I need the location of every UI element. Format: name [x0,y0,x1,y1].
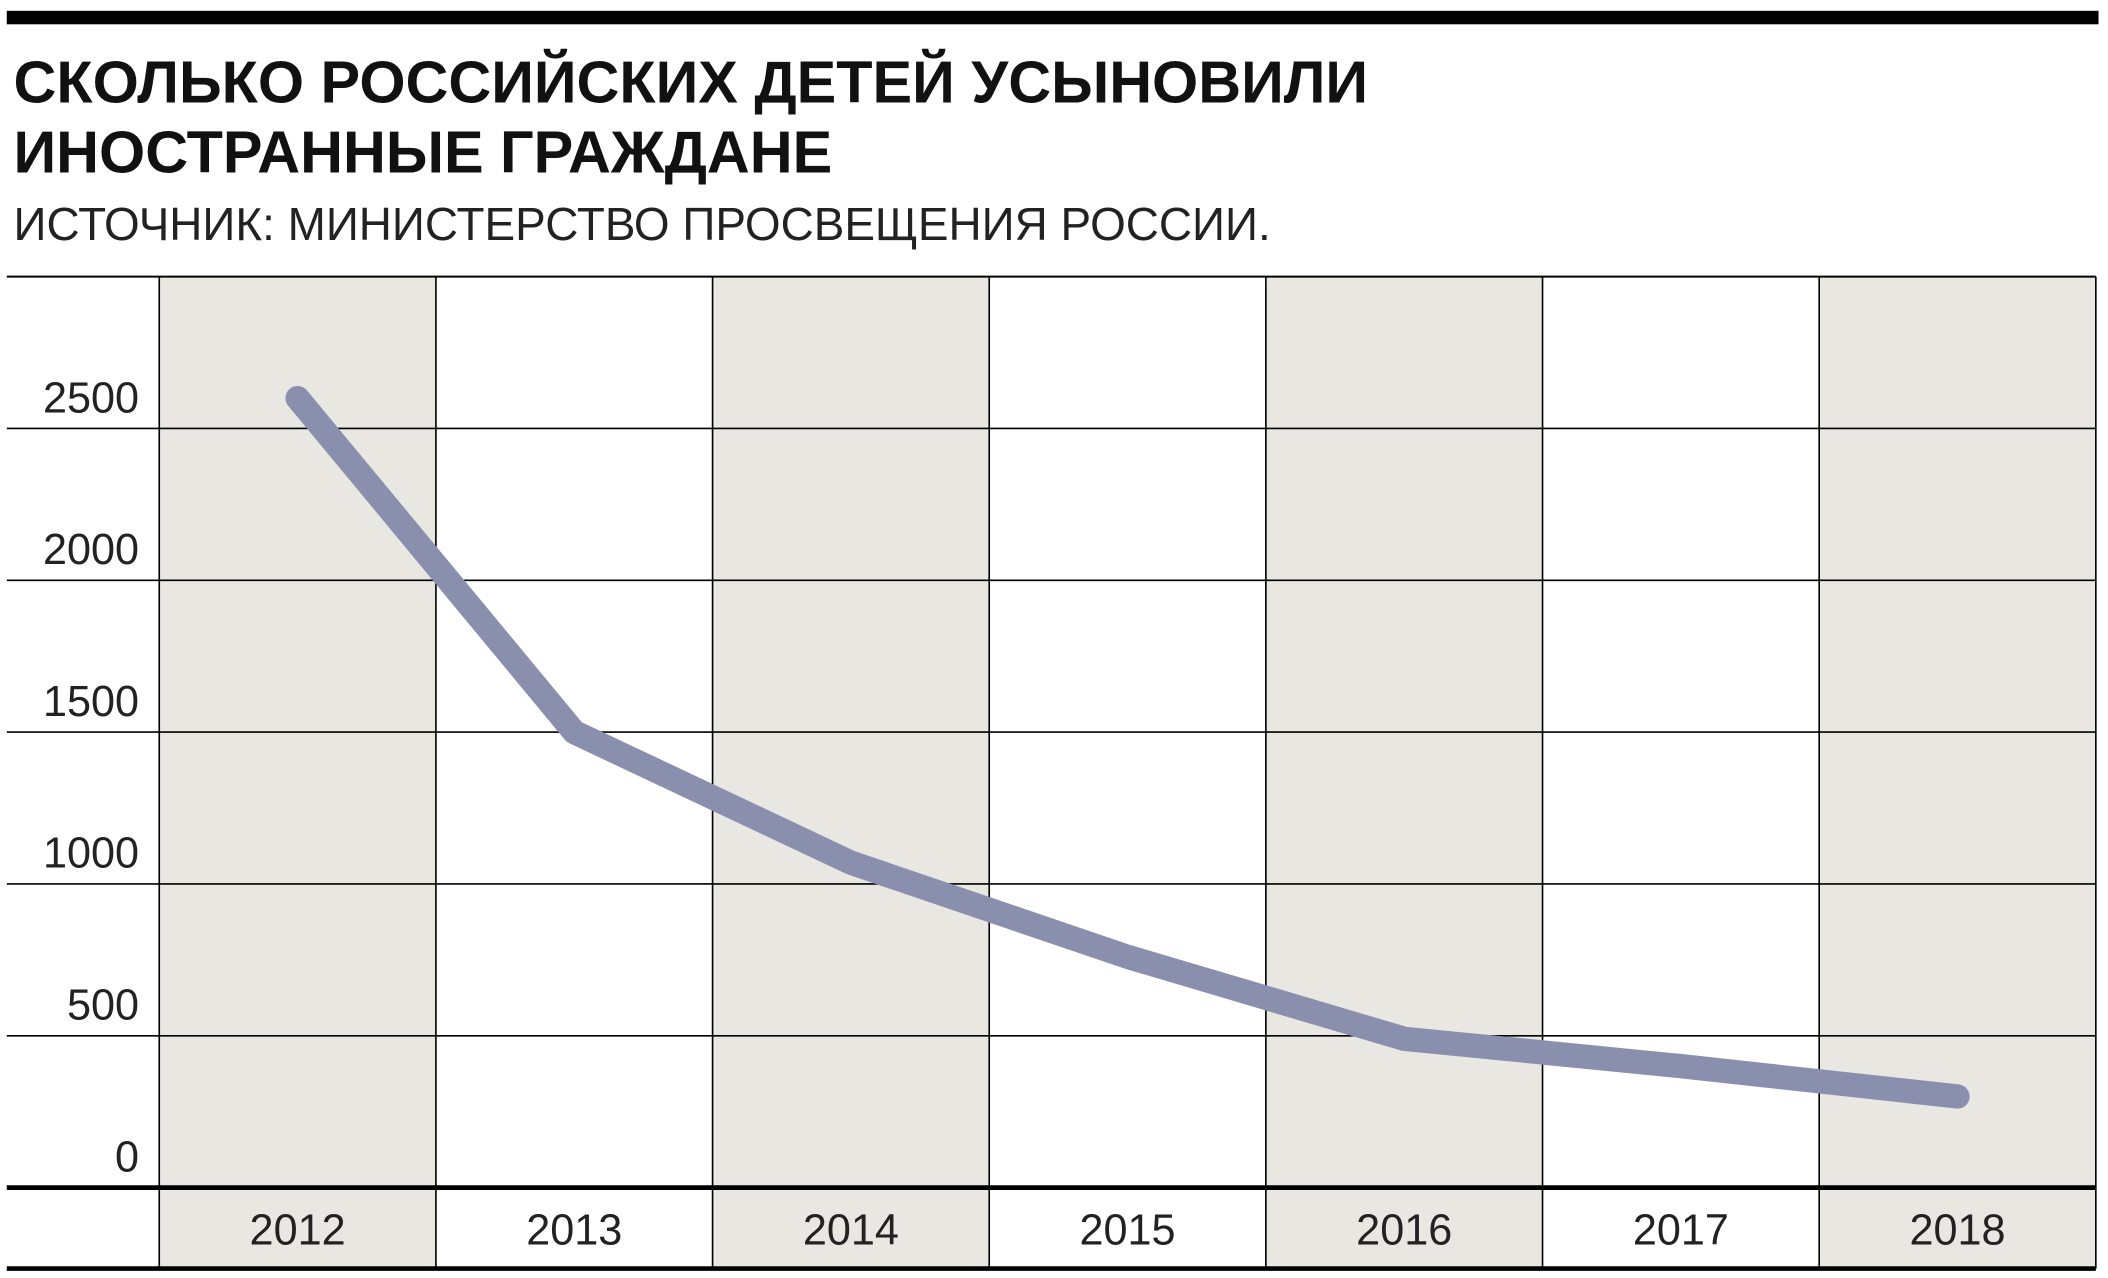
x-tick-label: 2014 [803,1206,899,1254]
x-tick-label: 2015 [1080,1206,1176,1254]
column-shade [159,276,436,1269]
top-bar [6,10,2099,25]
column-shade [712,276,990,1269]
x-tick-label: 2012 [250,1206,346,1254]
chart-subtitle: ИСТОЧНИК: МИНИСТЕРСТВО ПРОСВЕЩЕНИЯ РОССИ… [14,198,1271,250]
column-shade [1265,276,1543,1269]
x-tick-label: 2016 [1356,1206,1452,1254]
column-shade [1819,276,2096,1269]
y-tick-label: 1000 [43,830,139,878]
x-tick-label: 2018 [1909,1206,2005,1254]
data-line [285,385,1970,1109]
chart-title: СКОЛЬКО РОССИЙСКИХ ДЕТЕЙ УСЫНОВИЛИ [14,49,1369,116]
y-tick-label: 0 [115,1133,139,1181]
y-tick-label: 2000 [43,526,139,574]
y-tick-label: 2500 [43,374,139,422]
y-tick-label: 500 [67,982,139,1030]
x-tick-label: 2017 [1633,1206,1729,1254]
y-tick-label: 1500 [43,678,139,726]
x-tick-label: 2013 [526,1206,622,1254]
chart-title: ИНОСТРАННЫЕ ГРАЖДАНЕ [14,119,833,186]
